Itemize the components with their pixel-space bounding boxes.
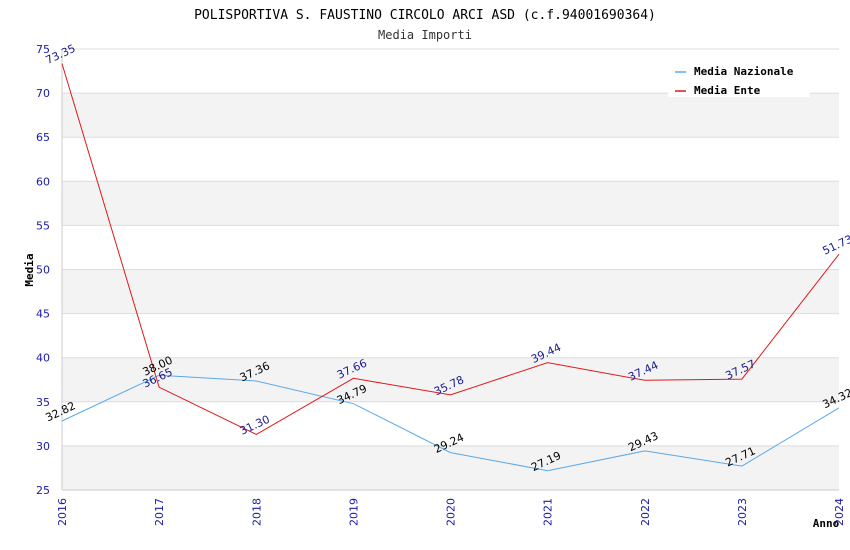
chart-subtitle: Media Importi bbox=[378, 28, 472, 42]
y-tick-label: 65 bbox=[36, 131, 50, 144]
x-tick-label: 2018 bbox=[250, 498, 263, 526]
y-tick-label: 35 bbox=[36, 396, 50, 409]
y-tick-labels: 25 30 35 40 45 50 55 60 65 70 75 bbox=[36, 43, 50, 497]
y-tick-label: 25 bbox=[36, 484, 50, 497]
axes bbox=[61, 49, 839, 491]
plot-band bbox=[62, 137, 839, 182]
x-tick-label: 2016 bbox=[56, 498, 69, 526]
plot-bands bbox=[62, 49, 839, 490]
y-tick-label: 75 bbox=[36, 43, 50, 56]
series-line-media-ente bbox=[61, 63, 840, 435]
plot-band bbox=[62, 225, 839, 270]
legend: Media Nazionale Media Ente bbox=[668, 59, 810, 97]
series-line-media-nazionale bbox=[61, 374, 840, 472]
plot-band bbox=[62, 445, 839, 490]
x-tick-label: 2022 bbox=[639, 498, 652, 526]
y-tick-label: 70 bbox=[36, 87, 50, 100]
y-axis-label: Media bbox=[23, 253, 36, 286]
y-tick-label: 55 bbox=[36, 219, 50, 232]
legend-label-media-ente: Media Ente bbox=[694, 84, 761, 97]
x-tick-label: 2017 bbox=[153, 498, 166, 526]
plot-band bbox=[62, 313, 839, 358]
legend-label-media-nazionale: Media Nazionale bbox=[694, 65, 794, 78]
chart-title: POLISPORTIVA S. FAUSTINO CIRCOLO ARCI AS… bbox=[194, 8, 656, 23]
plot-band bbox=[62, 401, 839, 446]
plot-band bbox=[62, 269, 839, 314]
x-tick-label: 2024 bbox=[833, 498, 846, 526]
plot-band bbox=[62, 93, 839, 138]
x-tick-label: 2021 bbox=[542, 498, 555, 526]
y-tick-label: 45 bbox=[36, 308, 50, 321]
y-tick-label: 40 bbox=[36, 352, 50, 365]
legend-box bbox=[668, 59, 810, 97]
x-tick-label: 2023 bbox=[736, 498, 749, 526]
series-lines bbox=[61, 63, 840, 472]
y-tick-label: 50 bbox=[36, 264, 50, 277]
x-tick-label: 2019 bbox=[347, 498, 360, 526]
plot-band bbox=[62, 181, 839, 226]
x-axis-label: Anno bbox=[813, 517, 840, 530]
x-tick-label: 2020 bbox=[445, 498, 458, 526]
x-tick-labels: 2016 2017 2018 2019 2020 2021 2022 2023 2024 bbox=[56, 498, 846, 526]
y-tick-label: 60 bbox=[36, 175, 50, 188]
y-tick-label: 30 bbox=[36, 440, 50, 453]
